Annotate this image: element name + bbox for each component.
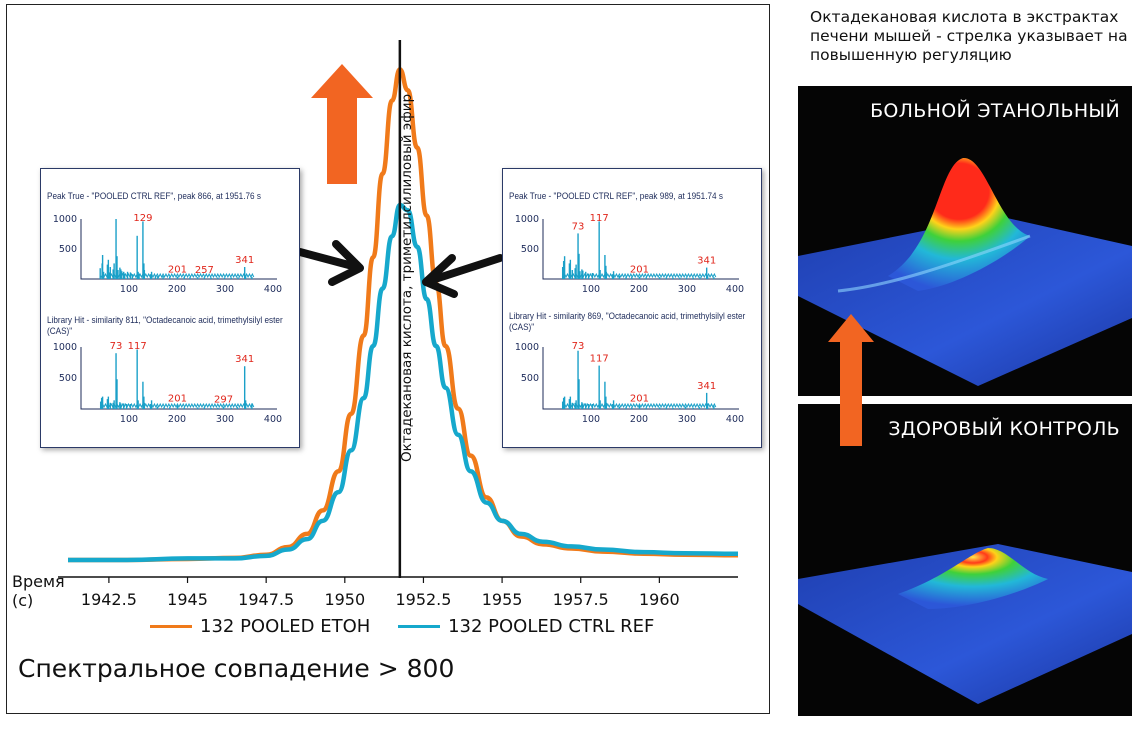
series-line-etoh [68, 67, 739, 563]
time-axis-label-line2: (с) [12, 591, 34, 610]
spectrum-x-tick-label: 200 [168, 414, 186, 425]
x-tick-label: 1945 [167, 590, 208, 609]
spectrum-y-tick-label: 500 [521, 373, 539, 384]
legend-swatch-ctrl [398, 625, 441, 628]
spectrum-y-tick-label: 500 [59, 373, 77, 384]
disease-surface-plot [798, 157, 1132, 386]
healthy-surface-panel: ЗДОРОВЫЙ КОНТРОЛЬ [798, 404, 1132, 716]
spectrum-y-tick-label: 500 [59, 244, 77, 255]
inset-peak-title: Peak True - "POOLED CTRL REF", peak 989,… [509, 191, 723, 202]
time-axis-label: Время (с) [12, 572, 65, 610]
library-spectrum: 1000 500 100 200 300 400 73 117 201 341 [515, 341, 744, 425]
spectrum-x-tick-label: 400 [264, 414, 282, 425]
spectral-match-text: Спектральное совпадение > 800 [18, 654, 455, 683]
spectrum-peak-label: 201 [168, 393, 187, 404]
spectrum-noise [561, 402, 717, 409]
legend-item-ctrl: 132 POOLED CTRL REF [398, 616, 654, 637]
right-caption: Октадекановая кислота в экстрактах печен… [810, 8, 1128, 64]
legend-swatch-etoh [150, 625, 192, 628]
vertical-peak-label: Октадекановая кислота, триметилсилиловый… [399, 93, 415, 462]
x-tick-label: 1952.5 [395, 590, 451, 609]
spectrum-peak-label: 341 [697, 256, 716, 267]
spectrum-peak-label: 129 [133, 213, 152, 224]
spectrum-x-tick-label: 400 [264, 284, 282, 295]
inset-library-title: Library Hit - similarity 811, "Octadecan… [47, 315, 283, 337]
healthy-surface-plot [798, 544, 1132, 704]
spectrum-x-tick-label: 100 [120, 414, 138, 425]
spectrum-peak-label: 117 [590, 213, 609, 224]
legend-label-etoh: 132 POOLED ETOH [200, 616, 371, 637]
legend-item-etoh: 132 POOLED ETOH [150, 616, 370, 637]
spectrum-peak-label: 257 [195, 265, 214, 276]
x-tick-label: 1957.5 [553, 590, 609, 609]
healthy-label: ЗДОРОВЫЙ КОНТРОЛЬ [888, 418, 1120, 440]
spectrum-x-tick-label: 200 [630, 284, 648, 295]
x-tick-label: 1955 [482, 590, 523, 609]
spectrum-peak-label: 297 [214, 395, 233, 406]
spectrum-noise [99, 402, 255, 409]
spectrum-x-tick-label: 400 [726, 284, 744, 295]
x-tick-label: 1942.5 [81, 590, 137, 609]
left-pointer-arrow [296, 240, 364, 286]
spectrum-peak-label: 201 [630, 393, 649, 404]
disease-label: БОЛЬНОЙ ЭТАНОЛЬНЫЙ [870, 100, 1120, 122]
spectrum-inset-left: Peak True - "POOLED CTRL REF", peak 866,… [40, 168, 300, 448]
spectrum-y-tick-label: 1000 [515, 342, 539, 353]
spectrum-noise [561, 272, 717, 279]
library-spectrum: 1000 500 100 200 300 400 73 117 201 297 341 [53, 341, 282, 425]
x-tick-label: 1960 [639, 590, 680, 609]
spectrum-peak-label: 73 [110, 341, 123, 352]
series-line-ctrl [68, 202, 739, 563]
spectrum-inset-right: Peak True - "POOLED CTRL REF", peak 989,… [502, 168, 762, 448]
spectrum-y-tick-label: 500 [521, 244, 539, 255]
spectrum-peak-label: 117 [590, 354, 609, 365]
time-axis-label-line1: Время [12, 572, 65, 591]
spectrum-peak-label: 341 [697, 381, 716, 392]
peak-spectrum: 1000 500 100 200 300 400 129 201 257 341 [53, 213, 282, 295]
spectrum-y-tick-label: 1000 [515, 214, 539, 225]
spectrum-x-tick-label: 400 [726, 414, 744, 425]
spectrum-x-tick-label: 300 [216, 284, 234, 295]
upregulation-arrow [311, 64, 373, 184]
spectrum-peak-label: 341 [235, 354, 254, 365]
inset-library-title: Library Hit - similarity 869, "Octadecan… [509, 311, 746, 333]
spectrum-x-tick-label: 300 [216, 414, 234, 425]
spectrum-x-tick-label: 300 [678, 414, 696, 425]
chromatogram-chart: 1942.5 1945 1947.5 1950 1952.5 1955 1957.5 1960 [58, 40, 739, 609]
spectrum-x-tick-label: 100 [582, 284, 600, 295]
spectrum-peak-label: 73 [572, 341, 585, 352]
spectrum-peak-label: 201 [630, 265, 649, 276]
upregulation-arrow-right [828, 314, 874, 446]
chart-legend: 132 POOLED ETOH 132 POOLED CTRL REF [150, 612, 676, 637]
x-tick-label: 1947.5 [238, 590, 294, 609]
pointer-arrows [296, 240, 504, 298]
spectrum-x-tick-label: 100 [582, 414, 600, 425]
spectrum-peak-label: 73 [572, 221, 585, 232]
spectrum-peak-label: 341 [235, 255, 254, 266]
spectrum-x-tick-label: 100 [120, 284, 138, 295]
right-pointer-arrow [422, 254, 504, 298]
spectrum-x-tick-label: 300 [678, 284, 696, 295]
spectrum-x-tick-label: 200 [168, 284, 186, 295]
spectrum-y-tick-label: 1000 [53, 342, 77, 353]
x-tick-label: 1950 [324, 590, 365, 609]
spectrum-peak-label: 201 [168, 265, 187, 276]
peak-spectrum: 1000 500 100 200 300 400 73 117 201 341 [515, 213, 744, 295]
spectrum-noise [99, 272, 255, 279]
spectrum-x-tick-label: 200 [630, 414, 648, 425]
upregulation-arrow-right-shape [828, 314, 874, 446]
legend-label-ctrl: 132 POOLED CTRL REF [448, 616, 655, 637]
inset-peak-title: Peak True - "POOLED CTRL REF", peak 866,… [47, 191, 261, 202]
spectrum-peak-label: 117 [128, 341, 147, 352]
spectrum-y-tick-label: 1000 [53, 214, 77, 225]
